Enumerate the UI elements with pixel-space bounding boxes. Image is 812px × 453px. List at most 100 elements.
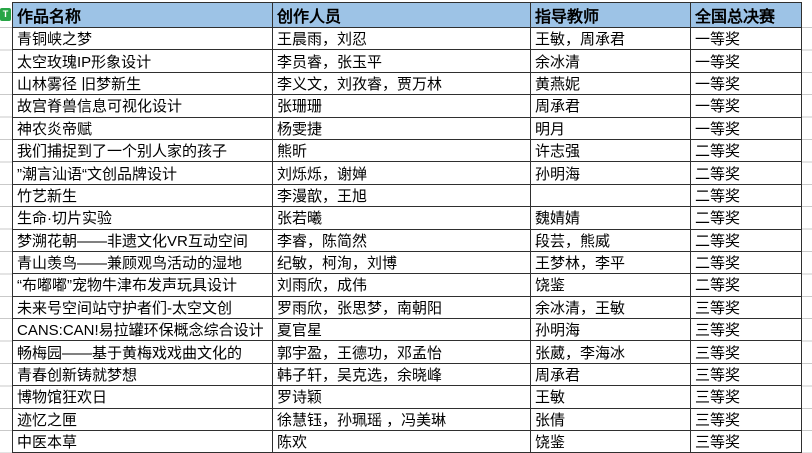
award-cell[interactable]: 三等奖 [690, 362, 802, 387]
work-cell[interactable]: 博物馆狂欢日 [12, 385, 273, 409]
header-cell-teachers[interactable]: 指导教师 [530, 2, 691, 28]
creators-cell[interactable]: 罗雨欣，张思梦，南朝阳 [272, 295, 531, 320]
award-cell[interactable]: 二等奖 [690, 206, 802, 230]
creators-cell[interactable]: 郭宇盈，王德功，邓孟怡 [272, 340, 531, 364]
table-row: 迹忆之匣 徐慧钰，孙珮瑶 ，冯美琳 张倩 三等奖 [12, 407, 802, 432]
work-cell[interactable]: 梦溯花朝——非遗文化VR互动空间 [12, 228, 273, 252]
header-cell-creators[interactable]: 创作人员 [272, 2, 531, 28]
award-cell[interactable]: 三等奖 [690, 430, 802, 453]
table-row: 山林雾径 旧梦新生 李义文，刘孜睿，贾万林 黄燕妮 一等奖 [12, 71, 802, 96]
award-cell[interactable]: 三等奖 [690, 385, 802, 409]
work-cell[interactable]: 青春创新铸就梦想 [12, 362, 273, 387]
teachers-cell[interactable]: 饶鉴 [530, 273, 691, 297]
creators-cell[interactable]: 韩子轩，吴克选，余晓峰 [272, 362, 531, 387]
work-cell[interactable]: 太空玫瑰IP形象设计 [12, 49, 273, 73]
teachers-cell[interactable]: 张葳，李海冰 [530, 340, 691, 364]
creators-cell[interactable]: 张若曦 [272, 206, 531, 230]
teachers-cell[interactable]: 段芸，熊威 [530, 228, 691, 252]
award-cell[interactable]: 二等奖 [690, 161, 802, 185]
work-cell[interactable]: 生命·切片实验 [12, 206, 273, 230]
spreadsheet-grid-left [0, 27, 12, 453]
table-row: 我们捕捉到了一个别人家的孩子 熊昕 许志强 二等奖 [12, 138, 802, 163]
award-cell[interactable]: 一等奖 [690, 26, 802, 51]
header-cell-award[interactable]: 全国总决赛 [690, 2, 802, 28]
table-row: 故宫脊兽信息可视化设计 张珊珊 周承君 一等奖 [12, 94, 802, 118]
work-cell[interactable]: “布嘟嘟”宠物牛津布发声玩具设计 [12, 273, 273, 297]
work-cell[interactable]: 中医本草 [12, 430, 273, 453]
filter-badge-icon[interactable]: T [0, 8, 11, 21]
table-row: ”潮言汕语“文创品牌设计 刘烁烁，谢婵 孙明海 二等奖 [12, 161, 802, 185]
award-cell[interactable]: 一等奖 [690, 71, 802, 96]
spreadsheet-grid-right [801, 27, 812, 453]
creators-cell[interactable]: 李义文，刘孜睿，贾万林 [272, 71, 531, 96]
work-cell[interactable]: 山林雾径 旧梦新生 [12, 71, 273, 96]
work-cell[interactable]: 竹艺新生 [12, 183, 273, 208]
header-row: 作品名称 创作人员 指导教师 全国总决赛 [12, 2, 802, 28]
award-cell[interactable]: 三等奖 [690, 295, 802, 320]
creators-cell[interactable]: 李员睿，张玉平 [272, 49, 531, 73]
creators-cell[interactable]: 罗诗颖 [272, 385, 531, 409]
filter-badge-label: T [2, 9, 9, 19]
teachers-cell[interactable]: 黄燕妮 [530, 71, 691, 96]
work-cell[interactable]: 神农炎帝赋 [12, 116, 273, 140]
work-cell[interactable]: 畅梅园——基于黄梅戏戏曲文化的 [12, 340, 273, 364]
award-cell[interactable]: 二等奖 [690, 250, 802, 275]
award-cell[interactable]: 二等奖 [690, 138, 802, 163]
award-cell[interactable]: 三等奖 [690, 318, 802, 342]
creators-cell[interactable]: 纪敏，柯洵，刘博 [272, 250, 531, 275]
creators-cell[interactable]: 熊昕 [272, 138, 531, 163]
table-row: 未来号空间站守护者们-太空文创 罗雨欣，张思梦，南朝阳 余冰清，王敏 三等奖 [12, 295, 802, 320]
work-cell[interactable]: 未来号空间站守护者们-太空文创 [12, 295, 273, 320]
teachers-cell[interactable]: 王敏 [530, 385, 691, 409]
teachers-cell[interactable]: 周承君 [530, 94, 691, 118]
work-cell[interactable]: ”潮言汕语“文创品牌设计 [12, 161, 273, 185]
teachers-cell[interactable]: 王梦林，李平 [530, 250, 691, 275]
teachers-cell[interactable]: 余冰清 [530, 49, 691, 73]
creators-cell[interactable]: 夏官星 [272, 318, 531, 342]
creators-cell[interactable]: 杨雯捷 [272, 116, 531, 140]
table-row: 梦溯花朝——非遗文化VR互动空间 李睿，陈简然 段芸，熊威 二等奖 [12, 228, 802, 252]
creators-cell[interactable]: 刘烁烁，谢婵 [272, 161, 531, 185]
creators-cell[interactable]: 王晨雨，刘忍 [272, 26, 531, 51]
award-cell[interactable]: 二等奖 [690, 228, 802, 252]
teachers-cell[interactable]: 许志强 [530, 138, 691, 163]
teachers-cell[interactable]: 孙明海 [530, 161, 691, 185]
table-row: CANS:CAN!易拉罐环保概念综合设计 夏官星 孙明海 三等奖 [12, 318, 802, 342]
creators-cell[interactable]: 刘雨欣，成伟 [272, 273, 531, 297]
teachers-cell[interactable]: 魏婧婧 [530, 206, 691, 230]
work-cell[interactable]: CANS:CAN!易拉罐环保概念综合设计 [12, 318, 273, 342]
creators-cell[interactable]: 李漫歆，王旭 [272, 183, 531, 208]
teachers-cell[interactable]: 饶鉴 [530, 430, 691, 453]
table-row: “布嘟嘟”宠物牛津布发声玩具设计 刘雨欣，成伟 饶鉴 二等奖 [12, 273, 802, 297]
table-row: 博物馆狂欢日 罗诗颖 王敏 三等奖 [12, 385, 802, 409]
award-cell[interactable]: 二等奖 [690, 183, 802, 208]
teachers-cell[interactable]: 王敏，周承君 [530, 26, 691, 51]
award-cell[interactable]: 一等奖 [690, 49, 802, 73]
creators-cell[interactable]: 陈欢 [272, 430, 531, 453]
teachers-cell[interactable] [530, 183, 691, 208]
work-cell[interactable]: 故宫脊兽信息可视化设计 [12, 94, 273, 118]
table-row: 青山羡鸟——兼顾观鸟活动的湿地 纪敏，柯洵，刘博 王梦林，李平 二等奖 [12, 250, 802, 275]
work-cell[interactable]: 青山羡鸟——兼顾观鸟活动的湿地 [12, 250, 273, 275]
teachers-cell[interactable]: 张倩 [530, 407, 691, 432]
creators-cell[interactable]: 李睿，陈简然 [272, 228, 531, 252]
award-cell[interactable]: 二等奖 [690, 273, 802, 297]
table-row: 神农炎帝赋 杨雯捷 明月 一等奖 [12, 116, 802, 140]
table-row: 竹艺新生 李漫歆，王旭 二等奖 [12, 183, 802, 208]
creators-cell[interactable]: 徐慧钰，孙珮瑶 ，冯美琳 [272, 407, 531, 432]
creators-cell[interactable]: 张珊珊 [272, 94, 531, 118]
work-cell[interactable]: 迹忆之匣 [12, 407, 273, 432]
award-cell[interactable]: 三等奖 [690, 340, 802, 364]
table-row: 青春创新铸就梦想 韩子轩，吴克选，余晓峰 周承君 三等奖 [12, 362, 802, 387]
award-cell[interactable]: 三等奖 [690, 407, 802, 432]
teachers-cell[interactable]: 明月 [530, 116, 691, 140]
table-row: 中医本草 陈欢 饶鉴 三等奖 [12, 430, 802, 453]
teachers-cell[interactable]: 余冰清，王敏 [530, 295, 691, 320]
header-cell-work[interactable]: 作品名称 [12, 2, 273, 28]
teachers-cell[interactable]: 孙明海 [530, 318, 691, 342]
work-cell[interactable]: 青铜峡之梦 [12, 26, 273, 51]
award-cell[interactable]: 一等奖 [690, 116, 802, 140]
teachers-cell[interactable]: 周承君 [530, 362, 691, 387]
award-cell[interactable]: 一等奖 [690, 94, 802, 118]
work-cell[interactable]: 我们捕捉到了一个别人家的孩子 [12, 138, 273, 163]
